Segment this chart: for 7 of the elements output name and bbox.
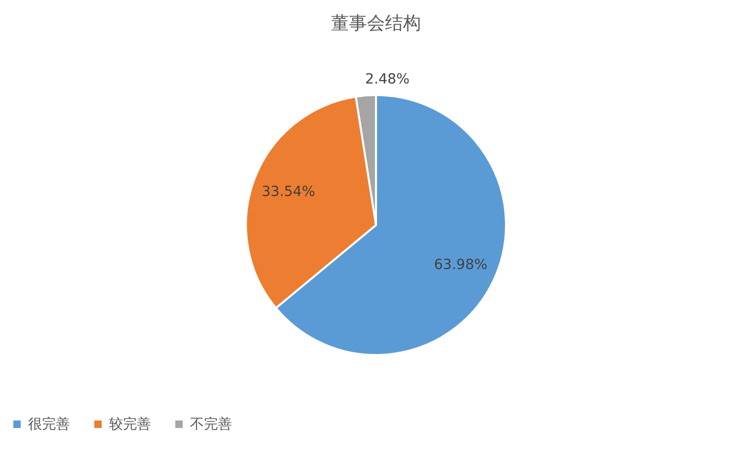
- data-label: 63.98%: [434, 256, 488, 273]
- legend-label: 较完善: [109, 415, 151, 432]
- legend-label: 很完善: [28, 415, 70, 432]
- legend-label: 不完善: [190, 415, 232, 432]
- data-label: 2.48%: [365, 71, 410, 88]
- data-label: 33.54%: [262, 184, 316, 200]
- chart-title: 董事会结构: [331, 13, 421, 34]
